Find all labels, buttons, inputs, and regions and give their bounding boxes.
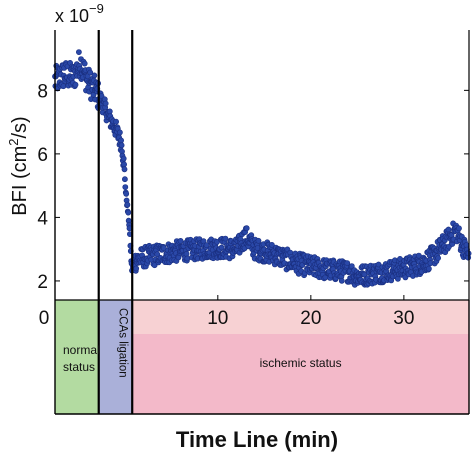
phase-label-ischemic: ischemic status <box>260 356 342 370</box>
data-point <box>72 81 79 88</box>
data-point <box>121 166 128 173</box>
data-point <box>425 265 432 272</box>
label-layer: normal status CCAs ligation ischemic status… <box>6 1 414 452</box>
data-point <box>113 118 119 125</box>
y-axis-label-sup: 2 <box>6 138 21 145</box>
data-point <box>243 225 250 232</box>
data-point <box>255 237 262 244</box>
x-axis-label: Time Line (min) <box>176 427 338 452</box>
y-axis-label-prefix: BFI (cm <box>9 146 31 216</box>
data-point <box>76 49 82 55</box>
x-tick-label: 30 <box>393 308 414 329</box>
y-exponent-power: −9 <box>89 1 104 16</box>
data-point <box>87 69 94 76</box>
phase-label-normal-line: normal <box>63 343 100 357</box>
x-origin-label: 0 <box>39 308 50 329</box>
y-tick-label: 2 <box>37 272 48 293</box>
data-point <box>151 262 158 269</box>
data-point <box>91 72 98 79</box>
y-exponent-base: x 10 <box>55 6 89 26</box>
data-point <box>344 260 351 266</box>
phase-label-ccas: CCAs ligation <box>116 308 128 378</box>
data-point <box>122 184 129 190</box>
data-point <box>348 263 355 269</box>
y-axis-label-suffix: /s) <box>9 116 31 138</box>
data-point <box>435 255 441 261</box>
data-point <box>203 242 210 249</box>
data-point <box>121 161 127 168</box>
data-point <box>123 190 130 197</box>
y-tick-label: 4 <box>37 208 48 229</box>
phase-label-normal: normal status <box>63 343 100 374</box>
data-point <box>81 60 88 67</box>
axis-layer <box>54 30 470 415</box>
data-point <box>177 237 184 244</box>
data-point <box>124 201 131 208</box>
data-point <box>118 137 124 144</box>
y-axis-label: BFI (cm2/s) <box>6 116 31 215</box>
data-point <box>120 155 127 162</box>
data-point <box>117 129 123 136</box>
phase-label-normal-line: status <box>63 360 95 374</box>
phase-band-0 <box>55 300 99 414</box>
data-point <box>133 265 140 272</box>
data-point <box>125 209 132 216</box>
data-point <box>118 142 125 149</box>
x-tick-label: 10 <box>207 308 228 329</box>
y-tick-label: 6 <box>37 145 48 166</box>
ischemic-tick-strip <box>132 300 470 334</box>
data-point <box>268 241 275 248</box>
x-tick-label: 20 <box>300 308 321 329</box>
phase-layer <box>55 300 470 414</box>
data-point <box>338 277 345 284</box>
data-point <box>456 225 462 232</box>
y-exponent-label: x 10−9 <box>55 1 104 26</box>
data-point <box>218 244 225 251</box>
data-point <box>102 100 109 107</box>
data-points-layer <box>52 49 472 288</box>
phase-band-ischemic <box>132 334 470 414</box>
data-point <box>222 235 229 242</box>
data-point <box>106 108 113 115</box>
data-point <box>154 251 161 258</box>
phase-band-1 <box>98 300 133 414</box>
data-point <box>122 176 128 183</box>
y-tick-label: 8 <box>37 81 48 102</box>
